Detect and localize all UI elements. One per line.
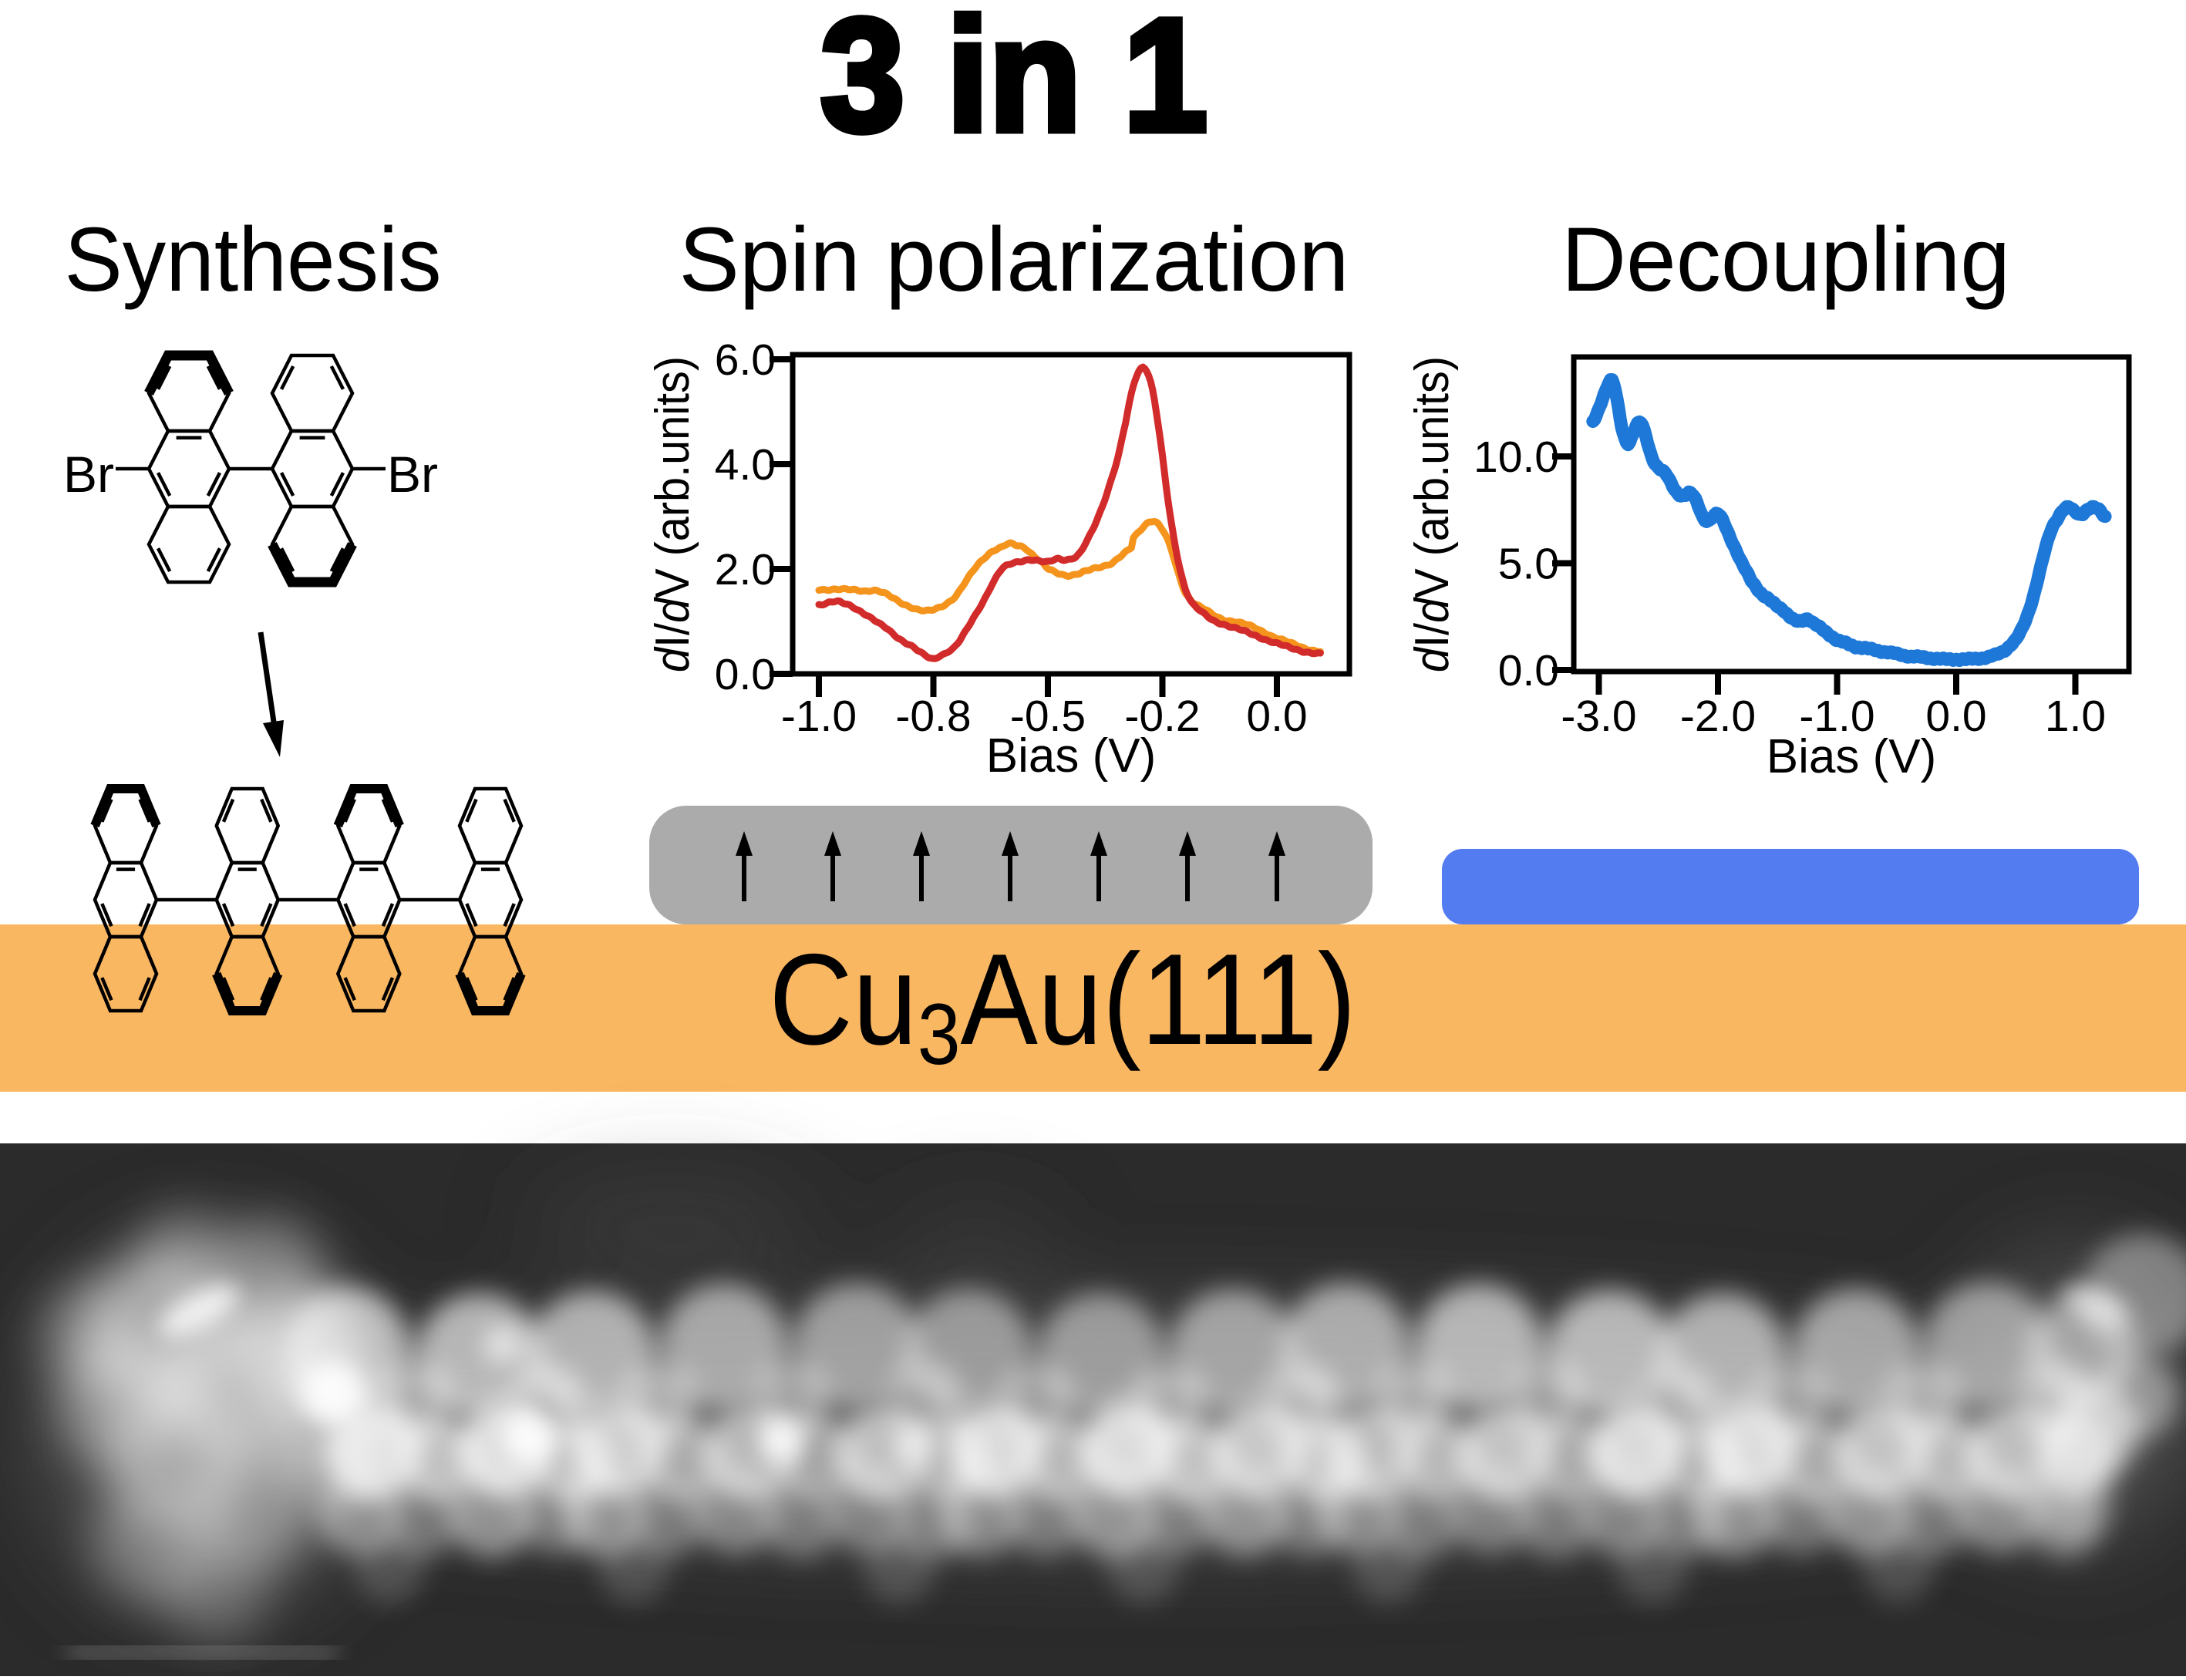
svg-text:Br: Br [63, 446, 114, 503]
svg-text:-3.0: -3.0 [1561, 692, 1636, 741]
svg-text:dI/dV (arb.units): dI/dV (arb.units) [1405, 356, 1458, 672]
svg-text:0.0: 0.0 [715, 650, 776, 699]
svg-text:0.0: 0.0 [1925, 692, 1986, 741]
svg-text:4.0: 4.0 [715, 440, 776, 490]
svg-text:-0.8: -0.8 [895, 692, 971, 741]
svg-text:Spin polarization: Spin polarization [679, 209, 1349, 311]
svg-text:1.0: 1.0 [2045, 692, 2106, 741]
svg-text:Br: Br [387, 446, 438, 503]
svg-text:-2.0: -2.0 [1680, 692, 1756, 741]
svg-text:2.0: 2.0 [715, 545, 776, 594]
svg-text:Cu3Au(111): Cu3Au(111) [769, 927, 1356, 1082]
svg-text:Synthesis: Synthesis [65, 209, 442, 311]
svg-text:-1.0: -1.0 [781, 692, 857, 741]
svg-text:6.0: 6.0 [715, 335, 776, 385]
svg-text:dI/dV (arb.units): dI/dV (arb.units) [645, 356, 699, 672]
svg-text:10.0: 10.0 [1474, 433, 1559, 482]
svg-text:0.0: 0.0 [1498, 646, 1559, 695]
svg-text:-0.5: -0.5 [1010, 692, 1086, 741]
svg-text:Decoupling: Decoupling [1561, 209, 2010, 311]
svg-text:5.0: 5.0 [1498, 540, 1559, 589]
svg-text:Bias (V): Bias (V) [1767, 730, 1936, 783]
svg-text:-0.2: -0.2 [1124, 692, 1200, 741]
svg-text:3 in 1: 3 in 1 [820, 0, 1208, 165]
svg-text:-1.0: -1.0 [1799, 692, 1874, 741]
svg-text:0.0: 0.0 [1246, 692, 1307, 741]
svg-text:Bias (V): Bias (V) [986, 729, 1156, 783]
